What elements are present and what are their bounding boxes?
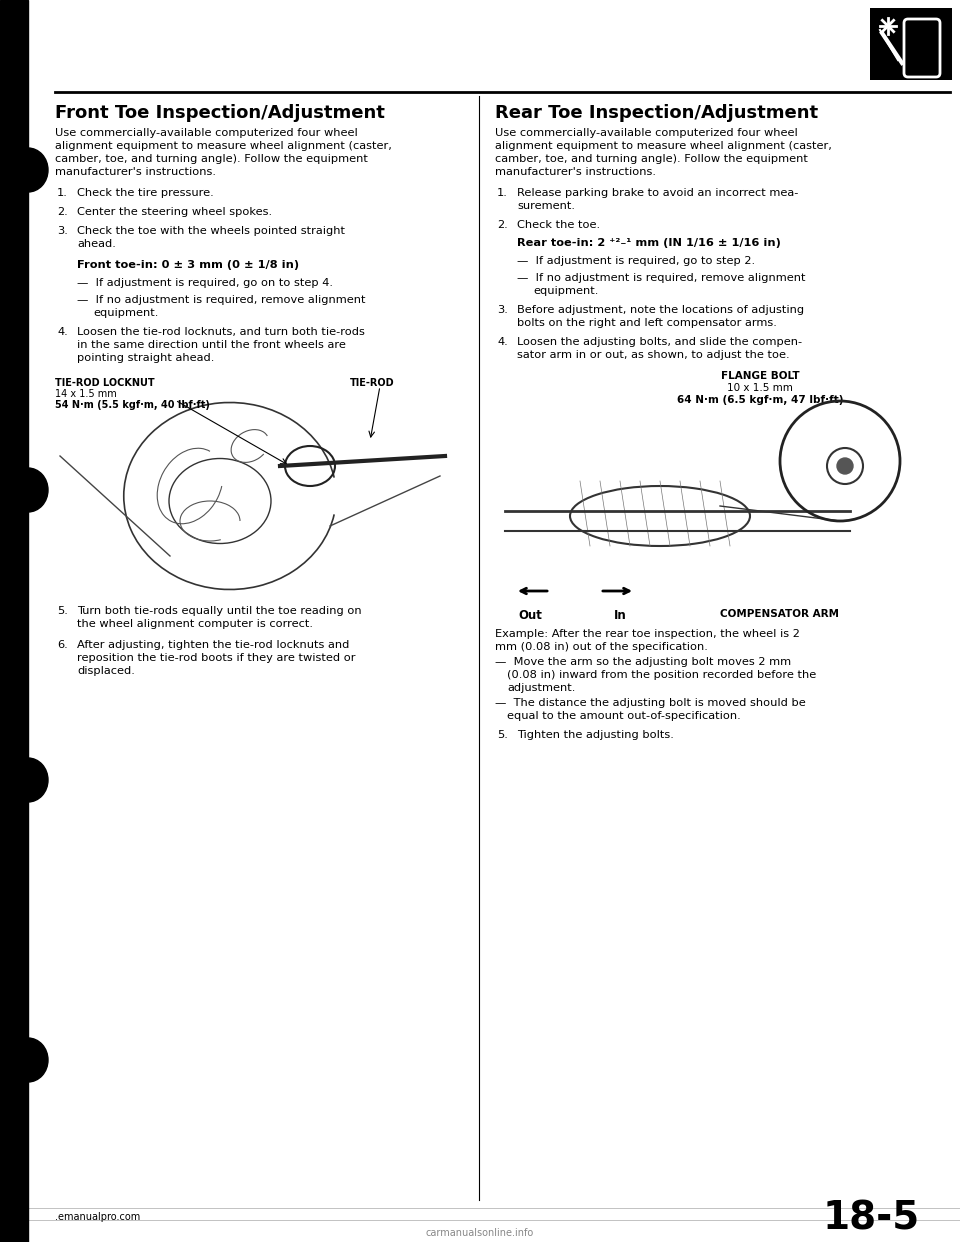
Text: Rear toe-in: 2 ⁺²₋¹ mm (IN 1/16 ± 1/16 in): Rear toe-in: 2 ⁺²₋¹ mm (IN 1/16 ± 1/16 i… — [517, 238, 780, 248]
Text: mm (0.08 in) out of the specification.: mm (0.08 in) out of the specification. — [495, 642, 708, 652]
Ellipse shape — [8, 1038, 48, 1082]
Text: equipment.: equipment. — [533, 286, 598, 296]
Text: Use commercially-available computerized four wheel: Use commercially-available computerized … — [55, 128, 358, 138]
Text: TIE-ROD LOCKNUT: TIE-ROD LOCKNUT — [55, 378, 155, 388]
Text: alignment equipment to measure wheel alignment (caster,: alignment equipment to measure wheel ali… — [55, 142, 392, 152]
Text: —  The distance the adjusting bolt is moved should be: — The distance the adjusting bolt is mov… — [495, 698, 805, 708]
Text: displaced.: displaced. — [77, 666, 134, 676]
Text: TIE-ROD: TIE-ROD — [350, 378, 395, 388]
Text: Check the toe with the wheels pointed straight: Check the toe with the wheels pointed st… — [77, 226, 345, 236]
Text: (0.08 in) inward from the position recorded before the: (0.08 in) inward from the position recor… — [507, 669, 816, 681]
Text: Release parking brake to avoid an incorrect mea-: Release parking brake to avoid an incorr… — [517, 188, 799, 197]
Ellipse shape — [8, 468, 48, 512]
Bar — [870, 7, 952, 79]
Text: reposition the tie-rod boots if they are twisted or: reposition the tie-rod boots if they are… — [77, 653, 355, 663]
Text: pointing straight ahead.: pointing straight ahead. — [77, 353, 214, 363]
Text: sator arm in or out, as shown, to adjust the toe.: sator arm in or out, as shown, to adjust… — [517, 350, 790, 360]
Text: alignment equipment to measure wheel alignment (caster,: alignment equipment to measure wheel ali… — [495, 142, 832, 152]
Text: 18-5: 18-5 — [823, 1200, 920, 1238]
Text: Front Toe Inspection/Adjustment: Front Toe Inspection/Adjustment — [55, 104, 385, 122]
Text: Out: Out — [518, 609, 542, 622]
Text: 3.: 3. — [497, 306, 508, 315]
Text: 6.: 6. — [57, 640, 68, 650]
Text: Front toe-in: 0 ± 3 mm (0 ± 1/8 in): Front toe-in: 0 ± 3 mm (0 ± 1/8 in) — [77, 260, 300, 270]
Text: camber, toe, and turning angle). Follow the equipment: camber, toe, and turning angle). Follow … — [55, 154, 368, 164]
Text: ahead.: ahead. — [77, 238, 116, 248]
Text: Example: After the rear toe inspection, the wheel is 2: Example: After the rear toe inspection, … — [495, 628, 800, 638]
Text: —  If adjustment is required, go on to step 4.: — If adjustment is required, go on to st… — [77, 278, 333, 288]
Text: —  If adjustment is required, go to step 2.: — If adjustment is required, go to step … — [517, 256, 756, 266]
Text: bolts on the right and left compensator arms.: bolts on the right and left compensator … — [517, 318, 777, 328]
Text: carmanualsonline.info: carmanualsonline.info — [426, 1228, 534, 1238]
Text: 2.: 2. — [497, 220, 508, 230]
Text: Loosen the tie-rod locknuts, and turn both tie-rods: Loosen the tie-rod locknuts, and turn bo… — [77, 327, 365, 337]
Text: 1.: 1. — [497, 188, 508, 197]
Text: —  Move the arm so the adjusting bolt moves 2 mm: — Move the arm so the adjusting bolt mov… — [495, 657, 791, 667]
Text: —  If no adjustment is required, remove alignment: — If no adjustment is required, remove a… — [517, 273, 805, 283]
Text: 4.: 4. — [57, 327, 68, 337]
Text: equipment.: equipment. — [93, 308, 158, 318]
Text: Before adjustment, note the locations of adjusting: Before adjustment, note the locations of… — [517, 306, 804, 315]
Text: Turn both tie-rods equally until the toe reading on: Turn both tie-rods equally until the toe… — [77, 606, 362, 616]
Text: the wheel alignment computer is correct.: the wheel alignment computer is correct. — [77, 619, 313, 628]
Text: Rear Toe Inspection/Adjustment: Rear Toe Inspection/Adjustment — [495, 104, 818, 122]
Text: 10 x 1.5 mm: 10 x 1.5 mm — [727, 383, 793, 392]
Text: 14 x 1.5 mm: 14 x 1.5 mm — [55, 389, 117, 399]
Text: Tighten the adjusting bolts.: Tighten the adjusting bolts. — [517, 730, 674, 740]
Text: manufacturer's instructions.: manufacturer's instructions. — [55, 166, 216, 178]
Text: FLANGE BOLT: FLANGE BOLT — [721, 371, 800, 381]
Bar — [0, 0, 28, 1242]
Text: Check the tire pressure.: Check the tire pressure. — [77, 188, 214, 197]
Text: After adjusting, tighten the tie-rod locknuts and: After adjusting, tighten the tie-rod loc… — [77, 640, 349, 650]
Text: 5.: 5. — [57, 606, 68, 616]
Text: surement.: surement. — [517, 201, 575, 211]
Text: 4.: 4. — [497, 337, 508, 347]
Text: camber, toe, and turning angle). Follow the equipment: camber, toe, and turning angle). Follow … — [495, 154, 808, 164]
Text: —  If no adjustment is required, remove alignment: — If no adjustment is required, remove a… — [77, 296, 366, 306]
Text: 5.: 5. — [497, 730, 508, 740]
Text: 3.: 3. — [57, 226, 68, 236]
Text: In: In — [613, 609, 626, 622]
Text: 2.: 2. — [57, 207, 68, 217]
Text: .emanualpro.com: .emanualpro.com — [55, 1212, 140, 1222]
Text: Check the toe.: Check the toe. — [517, 220, 600, 230]
Ellipse shape — [8, 148, 48, 193]
Ellipse shape — [8, 758, 48, 802]
Circle shape — [837, 458, 853, 474]
Text: adjustment.: adjustment. — [507, 683, 575, 693]
Text: Use commercially-available computerized four wheel: Use commercially-available computerized … — [495, 128, 798, 138]
Text: 54 N·m (5.5 kgf·m, 40 lbf·ft): 54 N·m (5.5 kgf·m, 40 lbf·ft) — [55, 400, 210, 410]
Text: 1.: 1. — [57, 188, 68, 197]
Text: COMPENSATOR ARM: COMPENSATOR ARM — [720, 609, 839, 619]
Text: 64 N·m (6.5 kgf·m, 47 lbf·ft): 64 N·m (6.5 kgf·m, 47 lbf·ft) — [677, 395, 843, 405]
Text: Loosen the adjusting bolts, and slide the compen-: Loosen the adjusting bolts, and slide th… — [517, 337, 803, 347]
Text: manufacturer's instructions.: manufacturer's instructions. — [495, 166, 656, 178]
Text: in the same direction until the front wheels are: in the same direction until the front wh… — [77, 340, 346, 350]
Text: equal to the amount out-of-specification.: equal to the amount out-of-specification… — [507, 710, 741, 722]
Text: Center the steering wheel spokes.: Center the steering wheel spokes. — [77, 207, 272, 217]
